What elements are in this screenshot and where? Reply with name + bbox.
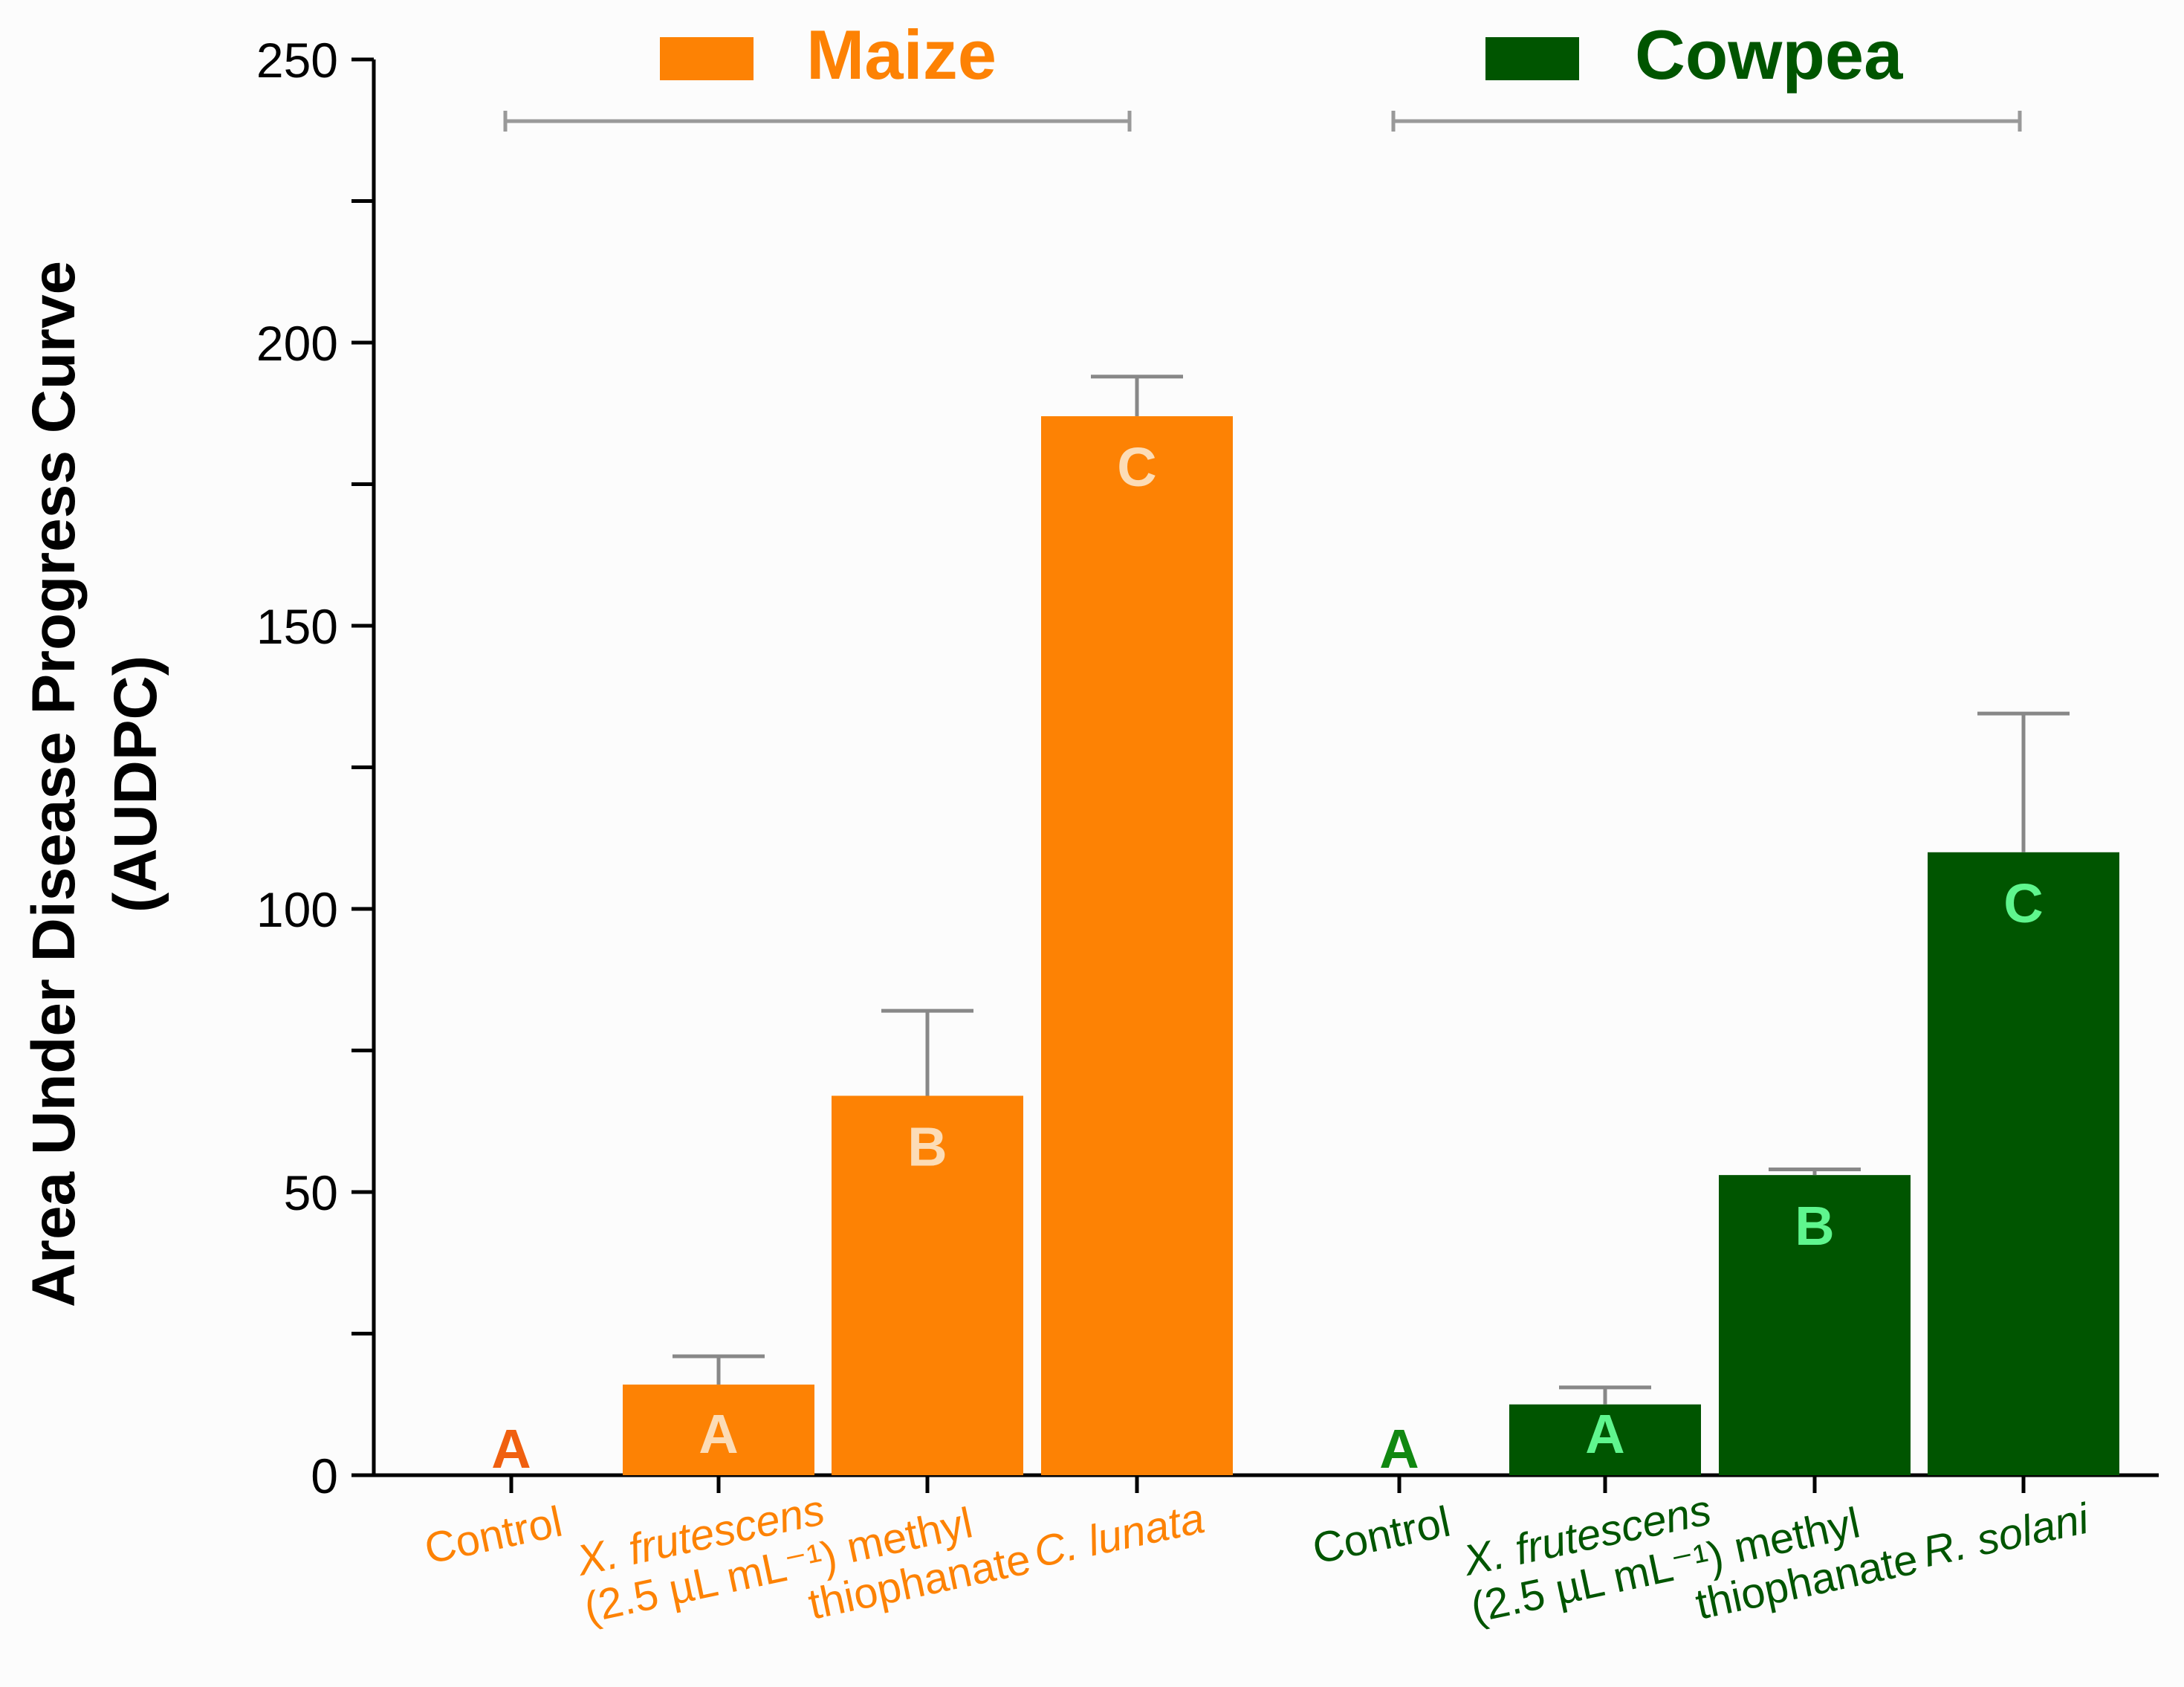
x-tick-label: R. solani [1919, 1494, 2094, 1576]
y-tick-label: 0 [311, 1448, 338, 1503]
x-tick-label: Control [421, 1497, 566, 1573]
error-bars [673, 375, 2070, 1405]
significance-letter: B [907, 1116, 947, 1177]
bar-maize-2 [832, 1095, 1023, 1475]
x-tick-label-line: Control [1309, 1497, 1454, 1573]
bars [623, 416, 2119, 1475]
significance-letter: B [1795, 1195, 1834, 1257]
y-tick-label: 250 [256, 33, 338, 88]
legend-swatch-maize [660, 37, 754, 80]
x-tick-label: C. lunata [1030, 1494, 1209, 1577]
x-tick-label: X. frutescens(2.5 µL mL⁻¹) [1456, 1485, 1728, 1632]
significance-letter: A [699, 1403, 738, 1465]
legend-label-cowpea: Cowpea [1635, 16, 1903, 94]
significance-letter: C [2003, 872, 2043, 934]
y-tick-label: 200 [256, 316, 338, 371]
legend-label-maize: Maize [806, 16, 997, 94]
group-brackets [503, 111, 2022, 132]
bar-maize-1 [623, 1385, 814, 1475]
x-tick-label: X. frutescens(2.5 µL mL⁻¹) [570, 1485, 841, 1632]
significance-letter: A [1379, 1418, 1419, 1480]
y-tick-label: 100 [256, 882, 338, 937]
y-axis-title-line: Area Under Disease Progress Curve [20, 261, 88, 1307]
y-tick-label: 50 [284, 1165, 338, 1220]
significance-letters: A A B C A A B C [491, 436, 2043, 1480]
significance-letter: C [1117, 436, 1156, 498]
bar-cowpea-1 [1509, 1404, 1701, 1475]
bar-cowpea-3 [1928, 852, 2119, 1475]
legend-swatch-cowpea [1485, 37, 1579, 80]
x-tick-labels: Control X. frutescens(2.5 µL mL⁻¹) methylt… [421, 1485, 2094, 1632]
y-tick-label: 150 [256, 599, 338, 654]
x-tick-label-line: C. lunata [1030, 1494, 1209, 1577]
legend: Maize Cowpea [660, 16, 1903, 94]
x-tick-label-line: R. solani [1919, 1494, 2094, 1576]
significance-letter: A [1585, 1403, 1624, 1465]
bar-cowpea-2 [1719, 1175, 1911, 1475]
x-tick-label: Control [1309, 1497, 1454, 1573]
y-axis-label: Area Under Disease Progress Curve (AUDPC) [20, 261, 169, 1307]
y-axis-title-line: (AUDPC) [102, 655, 169, 913]
bar-maize-3 [1041, 416, 1233, 1475]
x-tick-label-line: Control [421, 1497, 566, 1573]
y-axis-title: Area Under Disease Progress Curve (AUDPC) [20, 261, 169, 1307]
significance-letter: A [491, 1418, 531, 1480]
